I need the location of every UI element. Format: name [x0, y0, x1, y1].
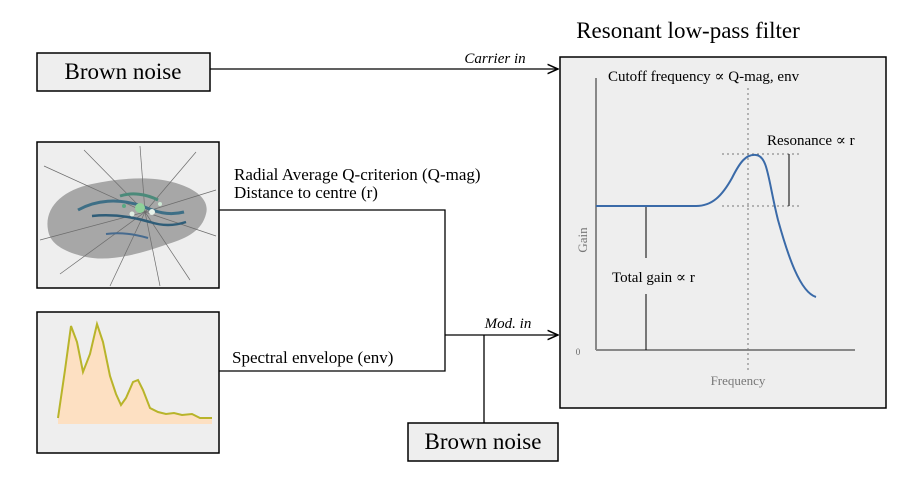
origin-label: 0 — [576, 347, 581, 357]
total-gain-label: Total gain ∝ r — [612, 270, 695, 286]
carrier-in-label: Carrier in — [464, 51, 525, 67]
frequency-axis-label: Frequency — [711, 373, 766, 388]
brown-noise-bottom-box — [407, 422, 559, 462]
resonance-label: Resonance ∝ r — [767, 133, 855, 149]
q-r-connector — [219, 209, 446, 335]
filter-response-curve — [596, 153, 817, 298]
spectral-envelope-label: Spectral envelope (env) — [232, 348, 393, 367]
q-mag-label: Radial Average Q-criterion (Q-mag) — [234, 165, 481, 184]
mod-in-label: Mod. in — [484, 316, 532, 332]
brown-noise-bottom-label: Brown noise — [425, 429, 542, 454]
flow-visualization-image — [39, 145, 217, 287]
spectral-envelope-chart — [57, 320, 212, 424]
brown-noise-top-label: Brown noise — [65, 59, 182, 84]
env-connector — [219, 335, 446, 372]
filter-title: Resonant low-pass filter — [576, 18, 800, 43]
filter-panel — [559, 56, 887, 409]
brown-noise-top-box — [36, 52, 211, 92]
cutoff-label: Cutoff frequency ∝ Q-mag, env — [608, 69, 800, 85]
spectrum-panel — [36, 311, 220, 454]
gain-axis-label: Gain — [575, 227, 590, 253]
distance-label: Distance to centre (r) — [234, 183, 378, 202]
